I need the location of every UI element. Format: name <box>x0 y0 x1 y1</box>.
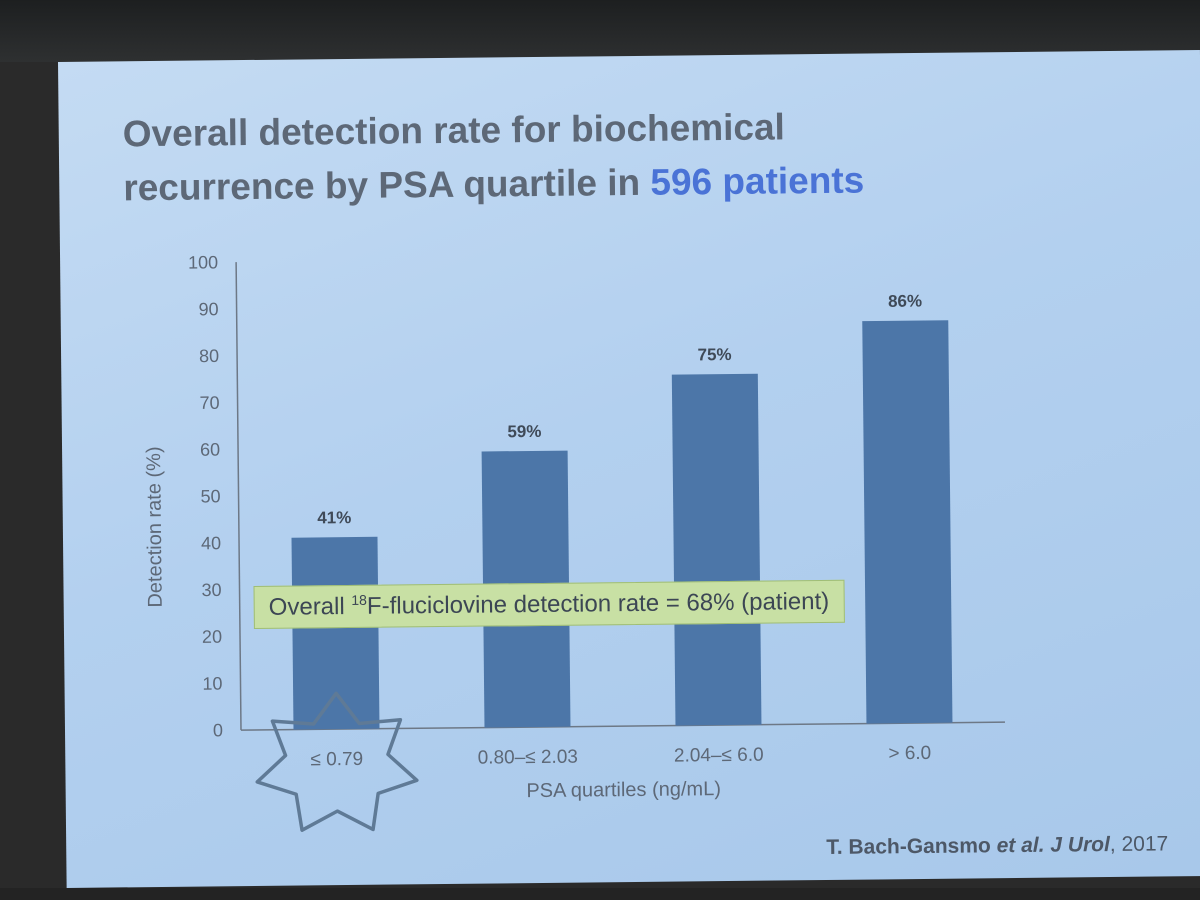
category-labels: ≤ 0.79 0.80–≤ 2.03 2.04–≤ 6.0 > 6.0 <box>310 743 931 770</box>
bar <box>291 536 380 730</box>
y-tick-label: 20 <box>202 627 222 647</box>
x-axis-label: PSA quartiles (ng/mL) <box>526 778 721 802</box>
y-axis-line <box>235 262 242 731</box>
category-label: 0.80–≤ 2.03 <box>478 747 578 769</box>
detection-rate-bar-chart: 0 10 20 30 40 50 60 70 80 90 100 41% 59% 75% 86% ≤ 0.… <box>143 252 1005 832</box>
bar-value-label: 59% <box>507 422 541 441</box>
bar-value-label: 75% <box>697 345 731 364</box>
y-tick-label: 60 <box>200 440 220 460</box>
bar-value-label: 86% <box>888 291 922 310</box>
category-label: ≤ 0.79 <box>310 749 363 771</box>
screen-bottom-edge <box>0 888 1200 900</box>
y-tick-labels: 0 10 20 30 40 50 60 70 80 90 100 <box>188 252 223 740</box>
bar-value-label: 41% <box>317 508 351 527</box>
y-axis-label: Detection rate (%) <box>143 446 167 607</box>
y-tick-label: 70 <box>199 393 219 413</box>
citation-etal: et al. <box>996 833 1045 858</box>
citation: T. Bach-Gansmo et al. J Urol, 2017 <box>826 832 1168 860</box>
callout-prefix: Overall <box>268 592 352 621</box>
category-label: > 6.0 <box>888 743 931 764</box>
highlight-star-outline <box>255 691 419 832</box>
y-tick-label: 30 <box>201 580 221 600</box>
bar <box>671 373 762 726</box>
bars <box>291 320 953 730</box>
citation-author: T. Bach-Gansmo <box>826 834 991 859</box>
y-tick-label: 40 <box>201 533 221 553</box>
bar <box>862 320 953 724</box>
y-tick-label: 90 <box>198 299 218 319</box>
y-tick-label: 80 <box>199 346 219 366</box>
y-tick-label: 10 <box>202 674 222 694</box>
y-tick-label: 50 <box>200 486 220 506</box>
callout-text: F-fluciclovine detection rate = 68% (pat… <box>366 587 830 620</box>
callout-isotope-mass: 18 <box>351 591 367 608</box>
overall-detection-rate-callout: Overall 18F-fluciclovine detection rate … <box>253 579 845 629</box>
y-tick-label: 100 <box>188 252 218 272</box>
value-labels: 41% 59% 75% 86% <box>317 291 922 527</box>
citation-journal: J Urol <box>1050 833 1110 857</box>
citation-year: , 2017 <box>1109 832 1169 857</box>
y-tick-label: 0 <box>213 720 223 740</box>
category-label: 2.04–≤ 6.0 <box>674 745 764 767</box>
presentation-slide: Overall detection rate for biochemical r… <box>58 50 1200 888</box>
